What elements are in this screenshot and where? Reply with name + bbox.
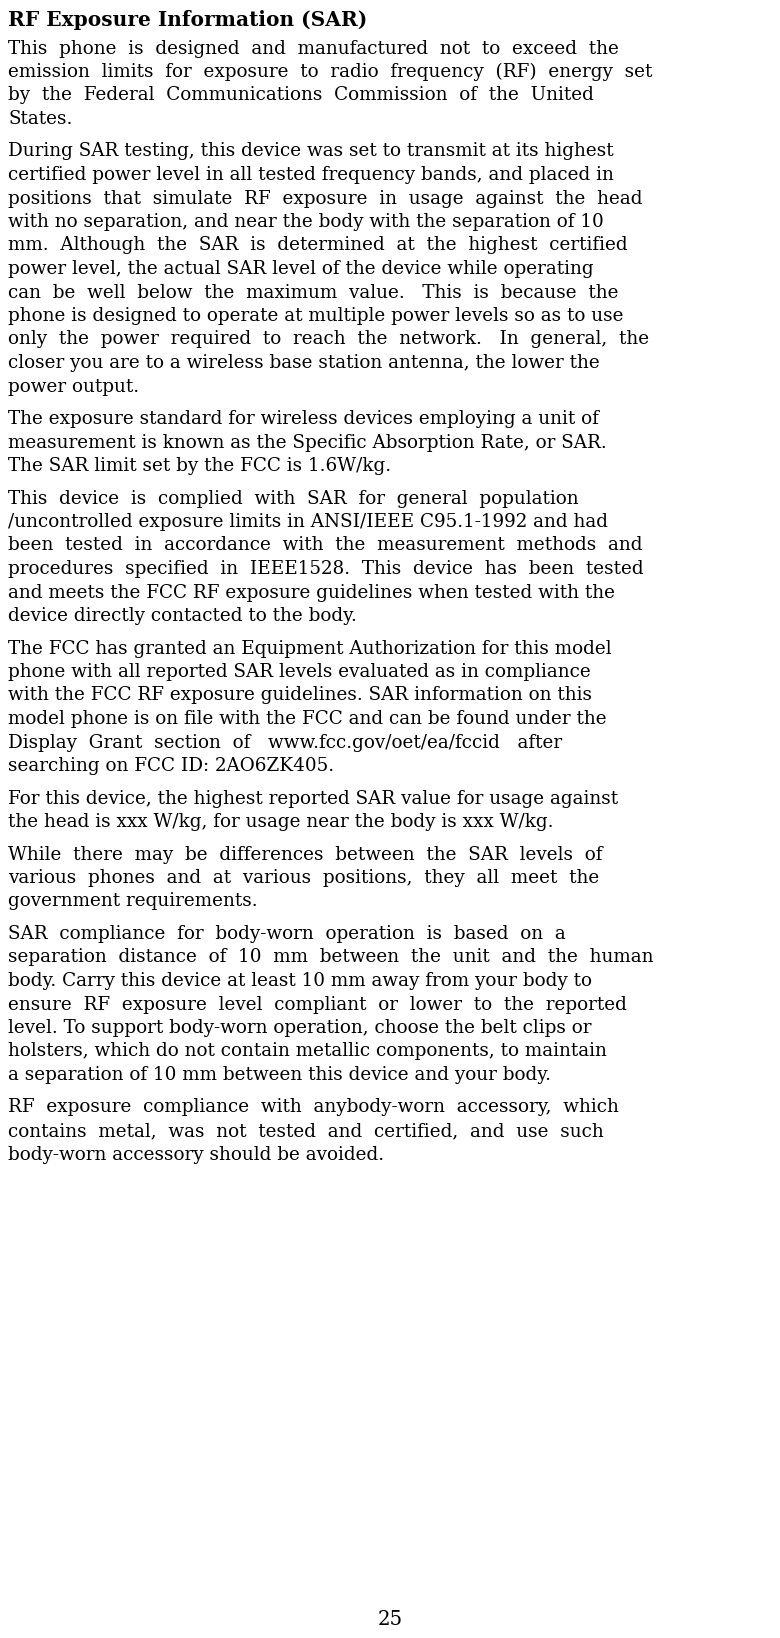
Text: only  the  power  required  to  reach  the  network.   In  general,  the: only the power required to reach the net…: [8, 331, 649, 349]
Text: States.: States.: [8, 110, 73, 128]
Text: been  tested  in  accordance  with  the  measurement  methods  and: been tested in accordance with the measu…: [8, 537, 643, 555]
Text: body-worn accessory should be avoided.: body-worn accessory should be avoided.: [8, 1145, 384, 1163]
Text: holsters, which do not contain metallic components, to maintain: holsters, which do not contain metallic …: [8, 1042, 607, 1060]
Text: The exposure standard for wireless devices employing a unit of: The exposure standard for wireless devic…: [8, 410, 599, 428]
Text: searching on FCC ID: 2AO6ZK405.: searching on FCC ID: 2AO6ZK405.: [8, 757, 334, 775]
Text: This  phone  is  designed  and  manufactured  not  to  exceed  the: This phone is designed and manufactured …: [8, 39, 619, 57]
Text: /uncontrolled exposure limits in ANSI/IEEE C95.1-1992 and had: /uncontrolled exposure limits in ANSI/IE…: [8, 513, 608, 531]
Text: phone with all reported SAR levels evaluated as in compliance: phone with all reported SAR levels evalu…: [8, 663, 590, 681]
Text: with no separation, and near the body with the separation of 10: with no separation, and near the body wi…: [8, 213, 604, 231]
Text: and meets the FCC RF exposure guidelines when tested with the: and meets the FCC RF exposure guidelines…: [8, 583, 615, 601]
Text: closer you are to a wireless base station antenna, the lower the: closer you are to a wireless base statio…: [8, 354, 600, 372]
Text: This  device  is  complied  with  SAR  for  general  population: This device is complied with SAR for gen…: [8, 490, 579, 508]
Text: positions  that  simulate  RF  exposure  in  usage  against  the  head: positions that simulate RF exposure in u…: [8, 190, 643, 208]
Text: phone is designed to operate at multiple power levels so as to use: phone is designed to operate at multiple…: [8, 306, 623, 324]
Text: various  phones  and  at  various  positions,  they  all  meet  the: various phones and at various positions,…: [8, 870, 599, 888]
Text: While  there  may  be  differences  between  the  SAR  levels  of: While there may be differences between t…: [8, 845, 602, 863]
Text: mm.  Although  the  SAR  is  determined  at  the  highest  certified: mm. Although the SAR is determined at th…: [8, 236, 628, 254]
Text: by  the  Federal  Communications  Commission  of  the  United: by the Federal Communications Commission…: [8, 87, 594, 105]
Text: government requirements.: government requirements.: [8, 893, 257, 911]
Text: contains  metal,  was  not  tested  and  certified,  and  use  such: contains metal, was not tested and certi…: [8, 1122, 604, 1140]
Text: For this device, the highest reported SAR value for usage against: For this device, the highest reported SA…: [8, 790, 618, 808]
Text: SAR  compliance  for  body-worn  operation  is  based  on  a: SAR compliance for body-worn operation i…: [8, 925, 565, 943]
Text: a separation of 10 mm between this device and your body.: a separation of 10 mm between this devic…: [8, 1066, 551, 1084]
Text: emission  limits  for  exposure  to  radio  frequency  (RF)  energy  set: emission limits for exposure to radio fr…: [8, 62, 652, 82]
Text: separation  distance  of  10  mm  between  the  unit  and  the  human: separation distance of 10 mm between the…: [8, 948, 654, 966]
Text: power level, the actual SAR level of the device while operating: power level, the actual SAR level of the…: [8, 260, 594, 278]
Text: Display  Grant  section  of   www.fcc.gov/oet/ea/fccid   after: Display Grant section of www.fcc.gov/oet…: [8, 734, 562, 752]
Text: level. To support body-worn operation, choose the belt clips or: level. To support body-worn operation, c…: [8, 1019, 591, 1037]
Text: During SAR testing, this device was set to transmit at its highest: During SAR testing, this device was set …: [8, 143, 614, 161]
Text: body. Carry this device at least 10 mm away from your body to: body. Carry this device at least 10 mm a…: [8, 971, 592, 989]
Text: The FCC has granted an Equipment Authorization for this model: The FCC has granted an Equipment Authori…: [8, 639, 612, 657]
Text: model phone is on file with the FCC and can be found under the: model phone is on file with the FCC and …: [8, 709, 607, 727]
Text: 25: 25: [378, 1610, 402, 1630]
Text: certified power level in all tested frequency bands, and placed in: certified power level in all tested freq…: [8, 165, 614, 183]
Text: measurement is known as the Specific Absorption Rate, or SAR.: measurement is known as the Specific Abs…: [8, 434, 607, 452]
Text: the head is xxx W/kg, for usage near the body is xxx W/kg.: the head is xxx W/kg, for usage near the…: [8, 812, 554, 830]
Text: procedures  specified  in  IEEE1528.  This  device  has  been  tested: procedures specified in IEEE1528. This d…: [8, 560, 643, 578]
Text: ensure  RF  exposure  level  compliant  or  lower  to  the  reported: ensure RF exposure level compliant or lo…: [8, 996, 627, 1014]
Text: power output.: power output.: [8, 377, 139, 395]
Text: device directly contacted to the body.: device directly contacted to the body.: [8, 608, 357, 626]
Text: can  be  well  below  the  maximum  value.   This  is  because  the: can be well below the maximum value. Thi…: [8, 283, 619, 301]
Text: RF  exposure  compliance  with  anybody-worn  accessory,  which: RF exposure compliance with anybody-worn…: [8, 1099, 619, 1117]
Text: The SAR limit set by the FCC is 1.6W/kg.: The SAR limit set by the FCC is 1.6W/kg.: [8, 457, 391, 475]
Text: RF Exposure Information (SAR): RF Exposure Information (SAR): [8, 10, 367, 29]
Text: with the FCC RF exposure guidelines. SAR information on this: with the FCC RF exposure guidelines. SAR…: [8, 686, 592, 704]
